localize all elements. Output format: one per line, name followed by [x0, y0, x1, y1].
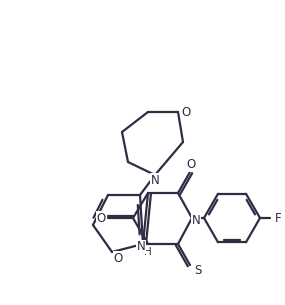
- Text: H: H: [144, 247, 152, 257]
- Text: F: F: [275, 211, 281, 224]
- Text: O: O: [186, 159, 196, 171]
- Text: O: O: [181, 106, 191, 119]
- Text: N: N: [192, 214, 200, 227]
- Text: N: N: [137, 241, 145, 253]
- Text: O: O: [113, 252, 123, 264]
- Text: O: O: [96, 211, 106, 224]
- Text: N: N: [151, 174, 159, 186]
- Text: S: S: [194, 264, 202, 278]
